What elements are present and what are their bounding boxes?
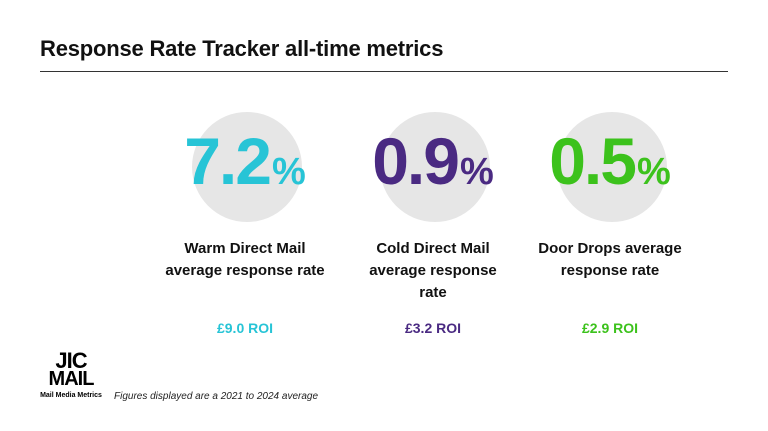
logo-line-1: JIC xyxy=(55,348,87,373)
metric-cold-direct-mail: 0.9% Cold Direct Mail average response r… xyxy=(338,112,528,304)
metric-label: Warm Direct Mail average response rate xyxy=(165,240,325,279)
metric-roi: £2.9 ROI xyxy=(581,320,639,336)
metric-circle xyxy=(557,112,667,222)
metric-value-unit: % xyxy=(636,151,671,193)
metric-value-unit: % xyxy=(459,151,494,193)
logo-line-2: MAIL xyxy=(48,368,95,390)
metric-warm-direct-mail: 7.2% Warm Direct Mail average response r… xyxy=(150,112,340,282)
metric-label: Door Drops average response rate xyxy=(538,240,682,279)
metric-value-unit: % xyxy=(271,151,306,193)
logo-tagline: Mail Media Metrics xyxy=(40,392,102,399)
metric-roi: £9.0 ROI xyxy=(216,320,274,336)
metric-label: Cold Direct Mail average response rate xyxy=(369,240,497,301)
metric-value: 0.5% xyxy=(515,128,705,194)
metric-value-number: 7.2 xyxy=(184,124,272,198)
metric-circle xyxy=(192,112,302,222)
jicmail-logo: JIC MAIL Mail Media Metrics xyxy=(38,348,104,400)
metric-door-drops: 0.5% Door Drops average response rate xyxy=(515,112,705,282)
metric-value-number: 0.5 xyxy=(549,124,637,198)
metric-circle xyxy=(380,112,490,222)
page-title: Response Rate Tracker all-time metrics xyxy=(40,36,444,61)
metric-value: 7.2% xyxy=(150,128,340,194)
metric-value: 0.9% xyxy=(338,128,528,194)
title-divider xyxy=(40,71,728,72)
metric-roi: £3.2 ROI xyxy=(404,320,462,336)
footnote: Figures displayed are a 2021 to 2024 ave… xyxy=(114,391,319,402)
metric-value-number: 0.9 xyxy=(372,124,460,198)
